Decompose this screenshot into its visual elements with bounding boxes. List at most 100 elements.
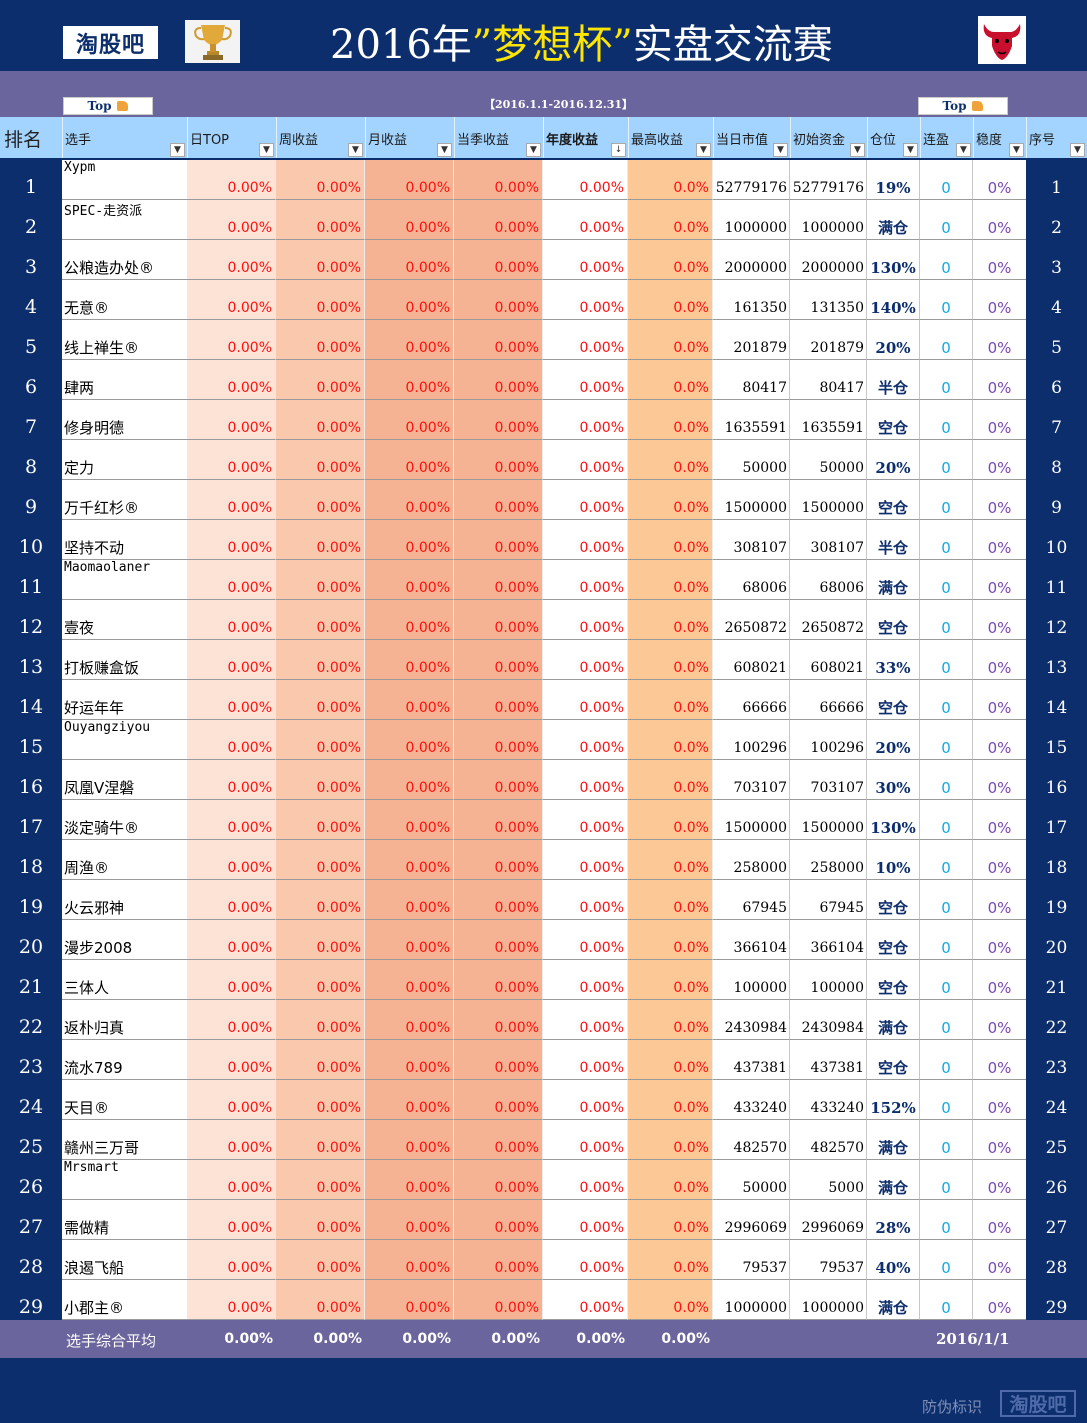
table-row[interactable]: 3 公粮造办处® 0.00% 0.00% 0.00% 0.00% 0.00% 0.0% 2000… [0, 240, 1087, 280]
header-year[interactable]: 年度收益 ↓ [543, 117, 628, 158]
player-name[interactable]: 公粮造办处® [62, 240, 187, 280]
player-name[interactable]: 肆两 [62, 360, 187, 400]
table-row[interactable]: 22 返朴归真 0.00% 0.00% 0.00% 0.00% 0.00% 0.0% 24309… [0, 1000, 1087, 1040]
player-name[interactable]: 凤凰V涅磐 [62, 760, 187, 800]
table-row[interactable]: 27 需做精 0.00% 0.00% 0.00% 0.00% 0.00% 0.0% 299606… [0, 1200, 1087, 1240]
table-row[interactable]: 29 小郡主® 0.00% 0.00% 0.00% 0.00% 0.00% 0.0% 10000… [0, 1280, 1087, 1320]
table-row[interactable]: 10 坚持不动 0.00% 0.00% 0.00% 0.00% 0.00% 0.0% 30810… [0, 520, 1087, 560]
table-row[interactable]: 25 赣州三万哥 0.00% 0.00% 0.00% 0.00% 0.00% 0.0% 4825… [0, 1120, 1087, 1160]
player-name[interactable]: Ouyangziyou [62, 720, 187, 760]
table-row[interactable]: 8 定力 0.00% 0.00% 0.00% 0.00% 0.00% 0.0% 50000 500… [0, 440, 1087, 480]
header-day-top[interactable]: 日TOP ▼ [187, 117, 276, 158]
player-name[interactable]: 打板赚盒饭 [62, 640, 187, 680]
week-return-value: 0.00% [276, 1240, 365, 1280]
table-row[interactable]: 5 线上禅生® 0.00% 0.00% 0.00% 0.00% 0.00% 0.0% 20187… [0, 320, 1087, 360]
table-row[interactable]: 19 火云邪神 0.00% 0.00% 0.00% 0.00% 0.00% 0.0% 67945… [0, 880, 1087, 920]
header-rank[interactable]: 排名 [0, 117, 62, 158]
player-name[interactable]: 火云邪神 [62, 880, 187, 920]
table-row[interactable]: 11 Maomaolaner 0.00% 0.00% 0.00% 0.00% 0.00% 0.… [0, 560, 1087, 600]
position-value: 130% [867, 240, 920, 280]
header-position[interactable]: 仓位 ▼ [867, 117, 920, 158]
week-return-value: 0.00% [276, 360, 365, 400]
player-name[interactable]: Maomaolaner [62, 560, 187, 600]
table-row[interactable]: 13 打板赚盒饭 0.00% 0.00% 0.00% 0.00% 0.00% 0.0% 6080… [0, 640, 1087, 680]
dropdown-arrow-icon[interactable]: ▼ [850, 143, 865, 157]
week-return-value: 0.00% [276, 320, 365, 360]
header-seq[interactable]: 序号 ▼ [1026, 117, 1087, 158]
player-name[interactable]: Mrsmart [62, 1160, 187, 1200]
table-row[interactable]: 17 淡定骑牛® 0.00% 0.00% 0.00% 0.00% 0.00% 0.0% 1500… [0, 800, 1087, 840]
table-row[interactable]: 21 三体人 0.00% 0.00% 0.00% 0.00% 0.00% 0.0% 100000… [0, 960, 1087, 1000]
table-row[interactable]: 12 壹夜 0.00% 0.00% 0.00% 0.00% 0.00% 0.0% 2650872… [0, 600, 1087, 640]
header-stability[interactable]: 稳度 ▼ [973, 117, 1026, 158]
dropdown-arrow-icon[interactable]: ▼ [437, 143, 452, 157]
player-name[interactable]: 周渔® [62, 840, 187, 880]
sort-desc-icon[interactable]: ↓ [611, 143, 626, 157]
player-name[interactable]: 修身明德 [62, 400, 187, 440]
stability-value: 0% [973, 1240, 1026, 1280]
table-row[interactable]: 1 Xypm 0.00% 0.00% 0.00% 0.00% 0.00% 0.0% 527791… [0, 160, 1087, 200]
table-row[interactable]: 4 无意® 0.00% 0.00% 0.00% 0.00% 0.00% 0.0% 161350 1… [0, 280, 1087, 320]
dropdown-arrow-icon[interactable]: ▼ [903, 143, 918, 157]
dropdown-arrow-icon[interactable]: ▼ [773, 143, 788, 157]
dropdown-arrow-icon[interactable]: ▼ [696, 143, 711, 157]
player-name[interactable]: 浪遏飞船 [62, 1240, 187, 1280]
table-row[interactable]: 9 万千红杉® 0.00% 0.00% 0.00% 0.00% 0.00% 0.0% 15000… [0, 480, 1087, 520]
header-season[interactable]: 当季收益 ▼ [454, 117, 543, 158]
player-name[interactable]: 好运年年 [62, 680, 187, 720]
streak-value: 0 [920, 1120, 973, 1160]
stability-value: 0% [973, 840, 1026, 880]
initial-capital: 2000000 [790, 240, 867, 280]
top-button-right[interactable]: Top [918, 97, 1008, 115]
header-streak[interactable]: 连盈 ▼ [920, 117, 973, 158]
player-name[interactable]: 返朴归真 [62, 1000, 187, 1040]
player-name[interactable]: 天目® [62, 1080, 187, 1120]
player-name[interactable]: 流水789 [62, 1040, 187, 1080]
table-row[interactable]: 26 Mrsmart 0.00% 0.00% 0.00% 0.00% 0.00% 0.0% 50… [0, 1160, 1087, 1200]
table-row[interactable]: 20 漫步2008 0.00% 0.00% 0.00% 0.00% 0.00% 0.0% 366… [0, 920, 1087, 960]
player-name[interactable]: SPEC-走资派 [62, 200, 187, 240]
table-row[interactable]: 28 浪遏飞船 0.00% 0.00% 0.00% 0.00% 0.00% 0.0% 79537… [0, 1240, 1087, 1280]
table-row[interactable]: 7 修身明德 0.00% 0.00% 0.00% 0.00% 0.00% 0.0% 163559… [0, 400, 1087, 440]
player-name[interactable]: 定力 [62, 440, 187, 480]
dropdown-arrow-icon[interactable]: ▼ [348, 143, 363, 157]
table-row[interactable]: 6 肆两 0.00% 0.00% 0.00% 0.00% 0.00% 0.0% 80417 804… [0, 360, 1087, 400]
player-name[interactable]: 需做精 [62, 1200, 187, 1240]
header-player[interactable]: 选手 ▼ [62, 117, 187, 158]
table-row[interactable]: 2 SPEC-走资派 0.00% 0.00% 0.00% 0.00% 0.00% 0.0% 10… [0, 200, 1087, 240]
header-max[interactable]: 最高收益 ▼ [628, 117, 713, 158]
player-name[interactable]: 漫步2008 [62, 920, 187, 960]
dropdown-arrow-icon[interactable]: ▼ [1009, 143, 1024, 157]
player-name[interactable]: 壹夜 [62, 600, 187, 640]
player-name[interactable]: Xypm [62, 160, 187, 200]
table-row[interactable]: 15 Ouyangziyou 0.00% 0.00% 0.00% 0.00% 0.00% 0.… [0, 720, 1087, 760]
dropdown-arrow-icon[interactable]: ▼ [526, 143, 541, 157]
dropdown-arrow-icon[interactable]: ▼ [170, 143, 185, 157]
player-name[interactable]: 赣州三万哥 [62, 1120, 187, 1160]
dropdown-arrow-icon[interactable]: ▼ [956, 143, 971, 157]
player-name[interactable]: 小郡主® [62, 1280, 187, 1320]
position-value: 130% [867, 800, 920, 840]
dropdown-arrow-icon[interactable]: ▼ [259, 143, 274, 157]
player-name[interactable]: 三体人 [62, 960, 187, 1000]
header-month[interactable]: 月收益 ▼ [365, 117, 454, 158]
initial-capital: 79537 [790, 1240, 867, 1280]
header-initial-capital[interactable]: 初始资金 ▼ [790, 117, 867, 158]
table-row[interactable]: 16 凤凰V涅磐 0.00% 0.00% 0.00% 0.00% 0.00% 0.0% 7031… [0, 760, 1087, 800]
top-button-left[interactable]: Top [63, 97, 153, 115]
player-name[interactable]: 坚持不动 [62, 520, 187, 560]
player-name[interactable]: 淡定骑牛® [62, 800, 187, 840]
rank-cell: 16 [18, 776, 44, 798]
table-row[interactable]: 14 好运年年 0.00% 0.00% 0.00% 0.00% 0.00% 0.0% 66666… [0, 680, 1087, 720]
header-week[interactable]: 周收益 ▼ [276, 117, 365, 158]
table-row[interactable]: 24 天目® 0.00% 0.00% 0.00% 0.00% 0.00% 0.0% 433240… [0, 1080, 1087, 1120]
streak-value: 0 [920, 1240, 973, 1280]
taoguba-logo[interactable]: 淘股吧 [63, 26, 158, 59]
player-name[interactable]: 无意® [62, 280, 187, 320]
table-row[interactable]: 18 周渔® 0.00% 0.00% 0.00% 0.00% 0.00% 0.0% 258000… [0, 840, 1087, 880]
dropdown-arrow-icon[interactable]: ▼ [1070, 143, 1085, 157]
table-row[interactable]: 23 流水789 0.00% 0.00% 0.00% 0.00% 0.00% 0.0% 4373… [0, 1040, 1087, 1080]
player-name[interactable]: 线上禅生® [62, 320, 187, 360]
header-market-value[interactable]: 当日市值 ▼ [713, 117, 790, 158]
player-name[interactable]: 万千红杉® [62, 480, 187, 520]
